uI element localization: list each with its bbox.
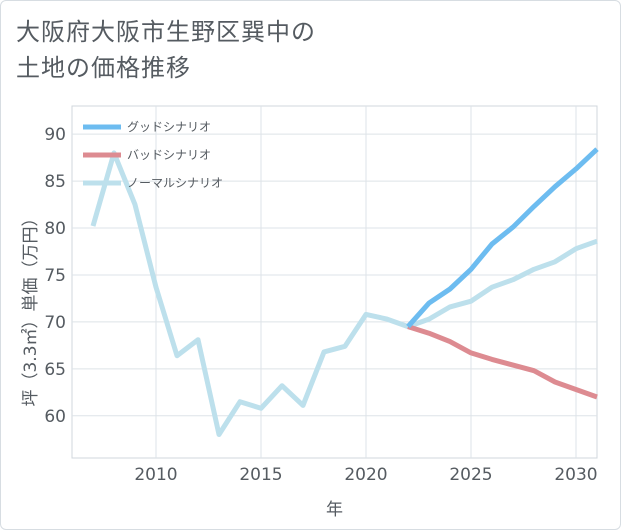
x-tick-label: 2015	[239, 465, 282, 485]
y-tick-label: 75	[44, 266, 66, 286]
axis-labels: 年 坪（3.3㎡）単価（万円）	[21, 209, 343, 520]
legend-label: グッドシナリオ	[127, 120, 211, 134]
axes: 2010 2015 2020 2025 2030 60 65 70 75 80 85 90	[44, 125, 597, 485]
y-tick-label: 60	[44, 407, 66, 427]
series-line-2	[90, 150, 598, 437]
chart-title-line-1: 大阪府大阪市生野区巽中の	[16, 18, 316, 46]
x-tick-label: 2010	[134, 465, 177, 485]
grid-lines	[71, 105, 598, 459]
y-tick-label: 70	[44, 313, 66, 333]
legend-label: バッドシナリオ	[127, 148, 211, 162]
y-tick-label: 65	[44, 360, 66, 380]
y-tick-label: 85	[44, 172, 66, 192]
x-tick-label: 2020	[344, 465, 387, 485]
x-axis-title: 年	[326, 500, 343, 520]
y-tick-label: 90	[44, 125, 66, 145]
series-line-0	[406, 147, 599, 329]
y-axis-title: 坪（3.3㎡）単価（万円）	[21, 209, 41, 406]
x-tick-label: 2030	[554, 465, 597, 485]
series-line-1	[407, 324, 598, 400]
series-lines	[90, 147, 599, 437]
x-tick-label: 2025	[449, 465, 492, 485]
y-tick-label: 80	[44, 219, 66, 239]
legend-label: ノーマルシナリオ	[127, 176, 223, 190]
plot-border	[71, 105, 598, 459]
chart-title-line-2: 土地の価格推移	[16, 54, 191, 82]
chart-title: 大阪府大阪市生野区巽中の 土地の価格推移	[16, 14, 316, 86]
